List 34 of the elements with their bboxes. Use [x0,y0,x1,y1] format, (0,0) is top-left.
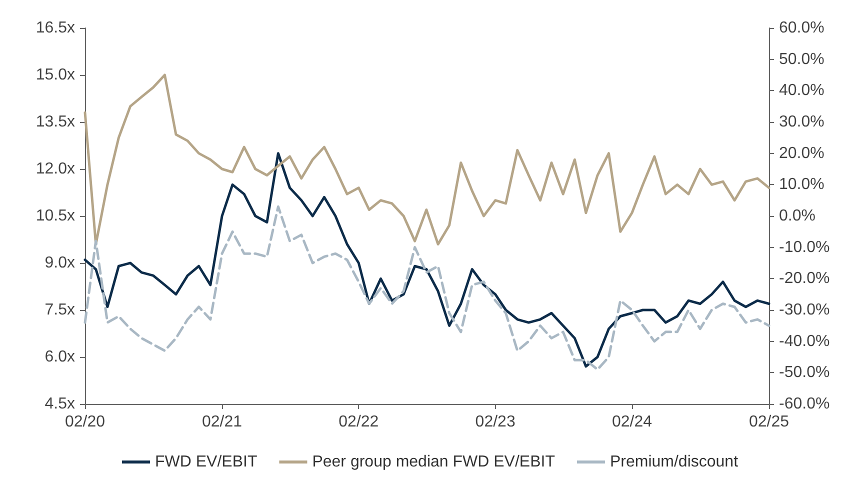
y-tick-label: 16.5x [36,20,75,36]
y2-tick-label: 50.0% [779,50,824,68]
y2-tick-label: 0.0% [779,208,816,224]
legend-label: Premium/discount [610,454,739,470]
y-tick-label: 15.0x [36,66,75,84]
y2-tick-label: -40.0% [779,332,830,350]
y-tick-label: 12.0x [36,160,75,178]
x-tick-label: 02/22 [338,414,379,430]
y2-tick-label: -10.0% [779,238,830,256]
y2-tick-label: 40.0% [779,82,824,100]
y2-tick-label: -60.0% [779,396,830,412]
y2-tick-label: -50.0% [779,364,830,382]
legend-label: Peer group median FWD EV/EBIT [312,454,556,470]
x-tick-label: 02/21 [202,414,242,430]
y2-tick-label: 10.0% [779,176,824,194]
y2-tick-label: 60.0% [779,20,824,36]
line-series [84,205,770,371]
x-tick-label: 02/20 [64,414,106,430]
y2-tick-label: 20.0% [779,144,824,162]
y2-tick-label: -30.0% [779,302,830,318]
y2-tick-label: 30.0% [779,114,824,130]
y-tick-label: 4.5x [44,396,75,412]
y2-tick-label: -20.0% [779,270,830,288]
y-tick-label: 9.0x [44,254,75,272]
line-series [84,152,770,368]
y-tick-label: 7.5x [44,302,75,318]
x-tick-label: 02/25 [748,414,790,430]
legend-label: FWD EV/EBIT [154,454,258,470]
y-tick-label: 13.5x [36,114,75,130]
x-tick-label: 02/23 [475,414,516,430]
y-tick-label: 10.5x [36,208,75,224]
line-series [84,74,770,246]
x-tick-label: 02/24 [612,414,652,430]
y-tick-label: 6.0x [44,348,75,366]
